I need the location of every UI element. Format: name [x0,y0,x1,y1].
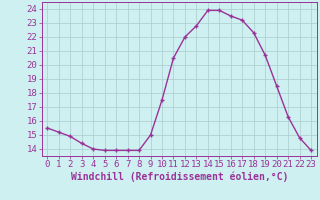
X-axis label: Windchill (Refroidissement éolien,°C): Windchill (Refroidissement éolien,°C) [70,172,288,182]
